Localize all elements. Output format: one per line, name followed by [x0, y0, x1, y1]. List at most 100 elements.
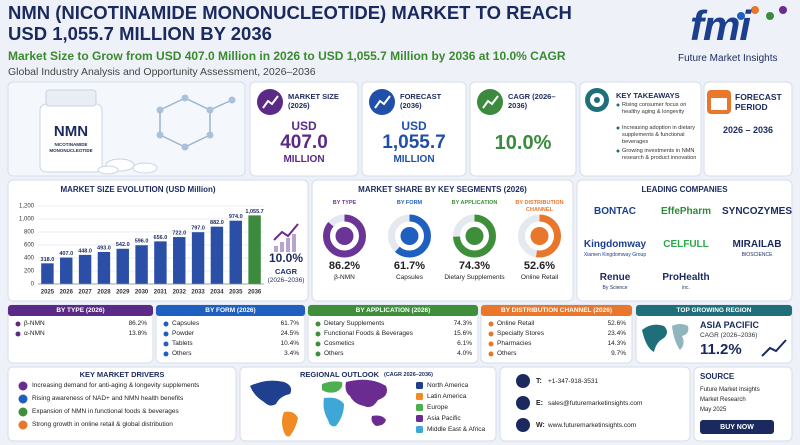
- logo-dot: [751, 6, 759, 14]
- logo-mark: fmi: [690, 2, 751, 49]
- segment-header: [156, 305, 305, 316]
- bullet: [488, 321, 494, 327]
- growth-icon: [292, 234, 296, 252]
- driver-icon: [18, 394, 28, 404]
- donut-icon: [530, 227, 549, 245]
- buy-button-label[interactable]: BUY NOW: [720, 424, 754, 431]
- segment-value: 9.7%: [611, 350, 626, 357]
- value-label: 542.0: [116, 242, 130, 248]
- segment-name: Powder: [172, 330, 195, 337]
- molecule-atom: [181, 143, 189, 151]
- segment-value: 23.4%: [607, 330, 626, 337]
- bullet: [163, 341, 169, 347]
- segment-name: Dietary Supplements: [324, 320, 385, 327]
- chart-title: MARKET SHARE BY KEY SEGMENTS (2026): [358, 185, 527, 194]
- company-name: CELFULL: [663, 239, 709, 250]
- segment-name: Others: [172, 350, 192, 357]
- kpi-value: 10.0%: [494, 132, 552, 154]
- mini-map: [642, 324, 667, 352]
- segment-header: [636, 305, 792, 316]
- kpi-icon-glyph: [482, 95, 499, 109]
- takeaways-title: KEY TAKEAWAYS: [616, 91, 680, 100]
- calendar-icon: [711, 98, 727, 110]
- x-tick-label: 2029: [116, 290, 130, 296]
- segment-title: BY DISTRIBUTION CHANNEL (2026): [501, 307, 612, 314]
- y-tick-label: 800: [24, 230, 35, 236]
- bar: [41, 263, 54, 284]
- molecule-atom: [181, 94, 189, 102]
- title: NMN (NICOTINAMIDE MONONUCLEOTIDE) MARKET…: [8, 2, 572, 44]
- donut-title: BY APPLICATION: [451, 200, 498, 206]
- donut-icon: [465, 227, 484, 245]
- chart-title: MARKET SIZE EVOLUTION (USD Million): [60, 185, 216, 194]
- molecule-bond: [159, 97, 186, 111]
- driver-item: Increasing demand for anti-aging & longe…: [32, 382, 200, 389]
- donut-value: 74.3%: [458, 260, 491, 272]
- y-tick-label: 0: [31, 282, 35, 288]
- companies-title: LEADING COMPANIES: [641, 185, 728, 194]
- bar: [229, 220, 242, 284]
- legend-swatch: [416, 382, 423, 389]
- kpi-value: 1,055.7: [382, 132, 446, 153]
- bullet: [163, 331, 169, 337]
- molecule-atom: [228, 96, 236, 104]
- panel: [499, 366, 691, 442]
- bullet: [15, 331, 21, 337]
- contact-icon: [516, 374, 530, 388]
- bottle-cap: [45, 89, 97, 107]
- product-label: NMN: [53, 123, 89, 140]
- bullet: [616, 149, 620, 153]
- value-label: 1,055.7: [245, 209, 263, 215]
- bar: [135, 245, 148, 284]
- segment-title: BY TYPE (2026): [56, 307, 105, 314]
- segment-header: [8, 305, 153, 316]
- growth-icon: [273, 223, 299, 241]
- logo-name: Future Market Insights: [678, 53, 778, 64]
- segment-value: 52.6%: [607, 320, 626, 327]
- donut-category: Capsules: [395, 274, 424, 281]
- outlook-subtitle: (CAGR 2026–2036): [384, 372, 433, 378]
- contact-value: +1-347-918-3531: [548, 378, 599, 385]
- source-line: May 2025: [700, 407, 727, 413]
- x-tick-label: 2036: [248, 290, 262, 296]
- segment-name: Tablets: [172, 340, 193, 347]
- donut-title: BY TYPE: [332, 200, 357, 206]
- donut-value: 86.2%: [328, 260, 361, 272]
- y-tick-label: 400: [24, 256, 35, 262]
- molecule-atom: [206, 131, 214, 139]
- segment-name: Pharmacies: [497, 340, 532, 347]
- value-label: 448.0: [78, 248, 92, 254]
- donut-title: BY FORM: [396, 200, 423, 206]
- donut-category: Online Retail: [520, 274, 559, 281]
- segment-value: 13.8%: [128, 330, 147, 337]
- bar: [248, 215, 261, 284]
- company-sub: By Science: [602, 285, 628, 291]
- buy-button[interactable]: [700, 420, 774, 434]
- region-label: CAGR (2026–2036): [700, 332, 758, 339]
- donut-arc: [453, 214, 496, 258]
- x-tick-label: 2028: [97, 290, 111, 296]
- legend-label: Middle East & Africa: [427, 425, 486, 433]
- segment-title: BY FORM (2026): [205, 307, 256, 314]
- value-label: 722.0: [172, 231, 186, 237]
- segment-name: Online Retail: [497, 320, 535, 327]
- subtitle: Market Size to Grow from USD 407.0 Milli…: [8, 49, 566, 63]
- value-label: 493.0: [97, 245, 111, 251]
- company-name: Renue: [599, 272, 631, 283]
- drivers-title: KEY MARKET DRIVERS: [79, 370, 165, 379]
- kpi-unit: MILLION: [283, 154, 325, 165]
- legend-swatch: [416, 404, 423, 411]
- segment-name: Capsules: [172, 320, 200, 327]
- bar: [210, 226, 224, 284]
- contact-value: www.futuremarketinsights.com: [548, 422, 637, 429]
- cagr-period: (2026–2036): [267, 277, 305, 284]
- bullet: [315, 351, 321, 357]
- segment-name: Specialty Stores: [497, 330, 544, 337]
- molecule-atom: [156, 131, 164, 139]
- bullet: [163, 321, 169, 327]
- kpi-icon-glyph: [262, 95, 279, 109]
- takeaways-icon: [594, 97, 600, 103]
- bar: [191, 232, 205, 284]
- x-tick-label: 2026: [60, 290, 74, 296]
